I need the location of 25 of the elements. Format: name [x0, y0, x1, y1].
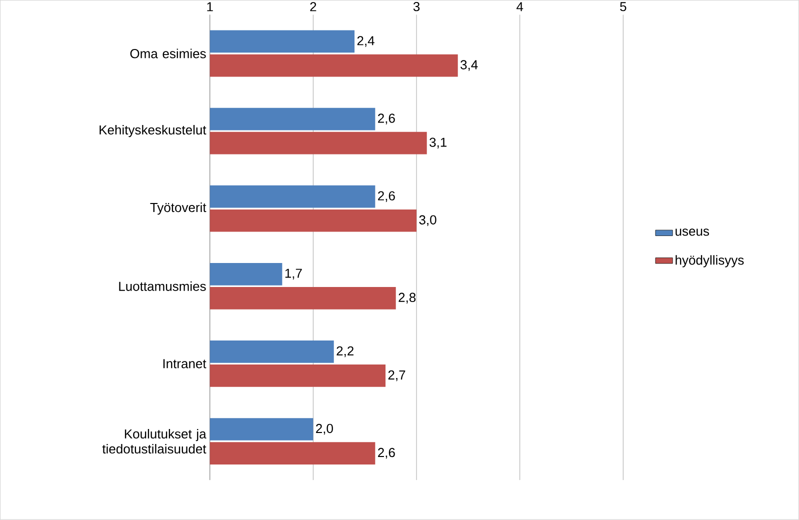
- y-tick-label: Työtoverit: [150, 202, 206, 215]
- data-label: 2,0: [316, 424, 333, 435]
- x-tick-label: 3: [413, 2, 420, 12]
- x-tick-label: 5: [620, 2, 626, 12]
- y-tick-label: Oma esimies: [130, 48, 206, 58]
- data-label: 2,6: [378, 114, 395, 125]
- data-label: 3,4: [460, 60, 478, 71]
- data-label: 3,0: [419, 215, 436, 226]
- legend-label: hyödyllisyys: [676, 255, 744, 268]
- data-label: 2,6: [378, 191, 395, 202]
- x-tick-label: 4: [516, 2, 524, 12]
- data-label: 1,7: [285, 268, 302, 280]
- y-tick-label: Kehityskeskustelut: [100, 125, 206, 138]
- y-tick-label: Luottamusmies: [119, 281, 206, 292]
- y-tick-label: Koulutukset ja tiedotustilaisuudet: [102, 429, 206, 454]
- legend-label: useus: [676, 228, 710, 236]
- x-tick-label: 2: [310, 2, 316, 12]
- x-tick-label: 1: [207, 2, 213, 12]
- data-label: 2,6: [378, 448, 395, 459]
- data-label: 2,4: [357, 36, 374, 47]
- data-label: 2,8: [398, 292, 416, 304]
- data-label: 2,2: [336, 346, 354, 358]
- y-tick-label: Intranet: [163, 359, 206, 368]
- data-label: 2,7: [388, 370, 406, 382]
- data-label: 3,1: [430, 138, 447, 149]
